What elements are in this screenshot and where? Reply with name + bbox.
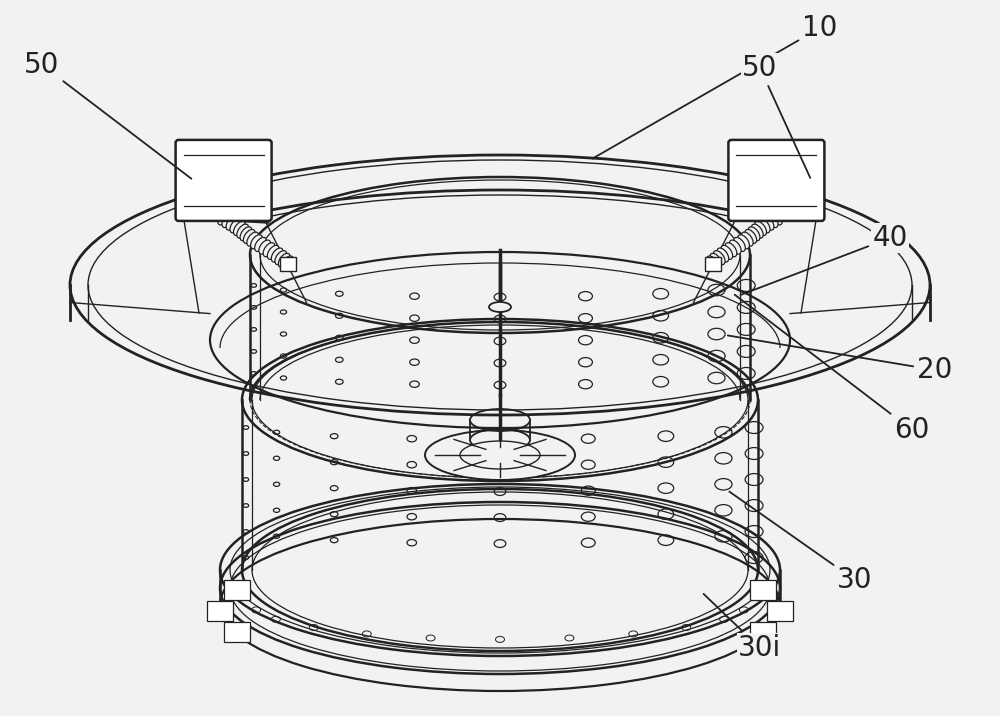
- Ellipse shape: [255, 238, 266, 251]
- Ellipse shape: [717, 248, 729, 262]
- Ellipse shape: [766, 213, 778, 228]
- Text: 40: 40: [740, 224, 908, 295]
- Text: 30: 30: [729, 492, 873, 594]
- Ellipse shape: [425, 430, 575, 480]
- Bar: [750, 621, 776, 642]
- Bar: [224, 581, 250, 601]
- FancyBboxPatch shape: [176, 140, 272, 221]
- Bar: [767, 601, 793, 621]
- Ellipse shape: [251, 235, 262, 249]
- Ellipse shape: [738, 235, 749, 249]
- Text: 20: 20: [728, 336, 953, 384]
- Ellipse shape: [259, 240, 271, 254]
- Text: 10: 10: [592, 14, 838, 159]
- Ellipse shape: [741, 232, 753, 246]
- Ellipse shape: [729, 240, 741, 254]
- Ellipse shape: [762, 216, 774, 231]
- Text: 50: 50: [24, 51, 191, 179]
- Bar: [704, 257, 720, 271]
- Ellipse shape: [267, 246, 279, 259]
- Text: 50: 50: [742, 54, 810, 178]
- Ellipse shape: [725, 243, 737, 257]
- Ellipse shape: [460, 441, 540, 469]
- Ellipse shape: [755, 221, 767, 236]
- Ellipse shape: [218, 211, 229, 225]
- Ellipse shape: [751, 224, 763, 238]
- Ellipse shape: [745, 229, 757, 243]
- Bar: [280, 257, 296, 271]
- Ellipse shape: [243, 229, 255, 243]
- Ellipse shape: [240, 227, 252, 241]
- Ellipse shape: [707, 256, 718, 270]
- Ellipse shape: [233, 221, 245, 236]
- Ellipse shape: [282, 256, 293, 270]
- Ellipse shape: [710, 253, 722, 267]
- Text: 60: 60: [735, 295, 930, 444]
- Ellipse shape: [226, 216, 238, 231]
- Ellipse shape: [278, 253, 290, 267]
- Bar: [207, 601, 233, 621]
- Text: 30i: 30i: [704, 594, 782, 662]
- Ellipse shape: [237, 224, 249, 238]
- Ellipse shape: [271, 248, 283, 262]
- Ellipse shape: [713, 251, 725, 265]
- Bar: [224, 621, 250, 642]
- FancyBboxPatch shape: [728, 140, 824, 221]
- Ellipse shape: [275, 251, 287, 265]
- Ellipse shape: [247, 232, 259, 246]
- Ellipse shape: [230, 219, 242, 233]
- Ellipse shape: [734, 238, 745, 251]
- Ellipse shape: [758, 219, 770, 233]
- Ellipse shape: [222, 213, 234, 228]
- Ellipse shape: [489, 302, 511, 312]
- Ellipse shape: [721, 246, 733, 259]
- Bar: [750, 581, 776, 601]
- Ellipse shape: [771, 211, 782, 225]
- Ellipse shape: [748, 227, 760, 241]
- Ellipse shape: [263, 243, 275, 257]
